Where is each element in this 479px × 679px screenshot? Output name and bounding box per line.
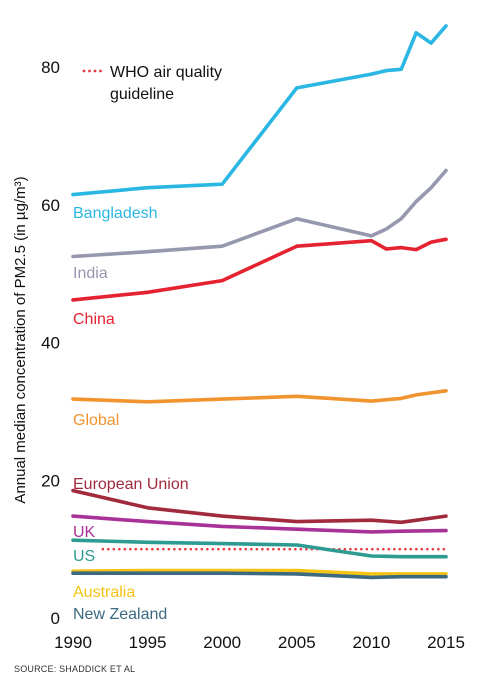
source-note: SOURCE: SHADDICK ET AL: [14, 664, 135, 674]
series-label-new-zealand: New Zealand: [73, 606, 167, 623]
series-line-european-union: [71, 488, 448, 525]
series-line-us: [71, 538, 448, 559]
x-tick-labels: 1990 1995 2000 2005 2010 2015: [54, 633, 465, 652]
legend-who-label-line1: WHO air quality: [110, 64, 222, 81]
y-tick-label-20: 20: [41, 471, 60, 490]
x-tick-label-2005: 2005: [278, 633, 316, 652]
series-lines: [71, 24, 448, 580]
y-tick-label-80: 80: [41, 58, 60, 77]
y-axis-label: Annual median concentration of PM2.5 (in…: [12, 176, 29, 503]
legend-who-label-line2: guideline: [110, 86, 174, 103]
x-tick-label-2015: 2015: [427, 633, 465, 652]
series-label-india: India: [73, 265, 108, 282]
series-label-us: US: [73, 548, 95, 565]
series-label-european-union: European Union: [73, 476, 189, 493]
x-tick-label-1995: 1995: [129, 633, 167, 652]
series-line-uk: [71, 514, 448, 534]
series-label-china: China: [73, 311, 115, 328]
y-tick-label-0: 0: [51, 609, 60, 628]
series-line-china: [71, 237, 448, 302]
series-line-india: [71, 168, 448, 259]
series-line-australia: [71, 568, 448, 576]
x-tick-label-2010: 2010: [352, 633, 390, 652]
series-labels: Bangladesh India China Global European Union…: [73, 205, 189, 623]
legend: WHO air quality guideline: [82, 64, 222, 103]
y-axis-label-group: Annual median concentration of PM2.5 (in…: [12, 176, 29, 503]
series-label-australia: Australia: [73, 584, 135, 601]
series-label-uk: UK: [73, 524, 96, 541]
series-label-bangladesh: Bangladesh: [73, 205, 158, 222]
series-line-global: [71, 389, 448, 404]
y-tick-label-40: 40: [41, 334, 60, 353]
series-line-bangladesh: [71, 24, 448, 197]
series-label-global: Global: [73, 412, 119, 429]
x-tick-label-1990: 1990: [54, 633, 92, 652]
y-tick-labels: 0 20 40 60 80: [41, 58, 60, 628]
y-tick-label-60: 60: [41, 196, 60, 215]
x-tick-label-2000: 2000: [203, 633, 241, 652]
series-line-new-zealand: [71, 571, 448, 580]
